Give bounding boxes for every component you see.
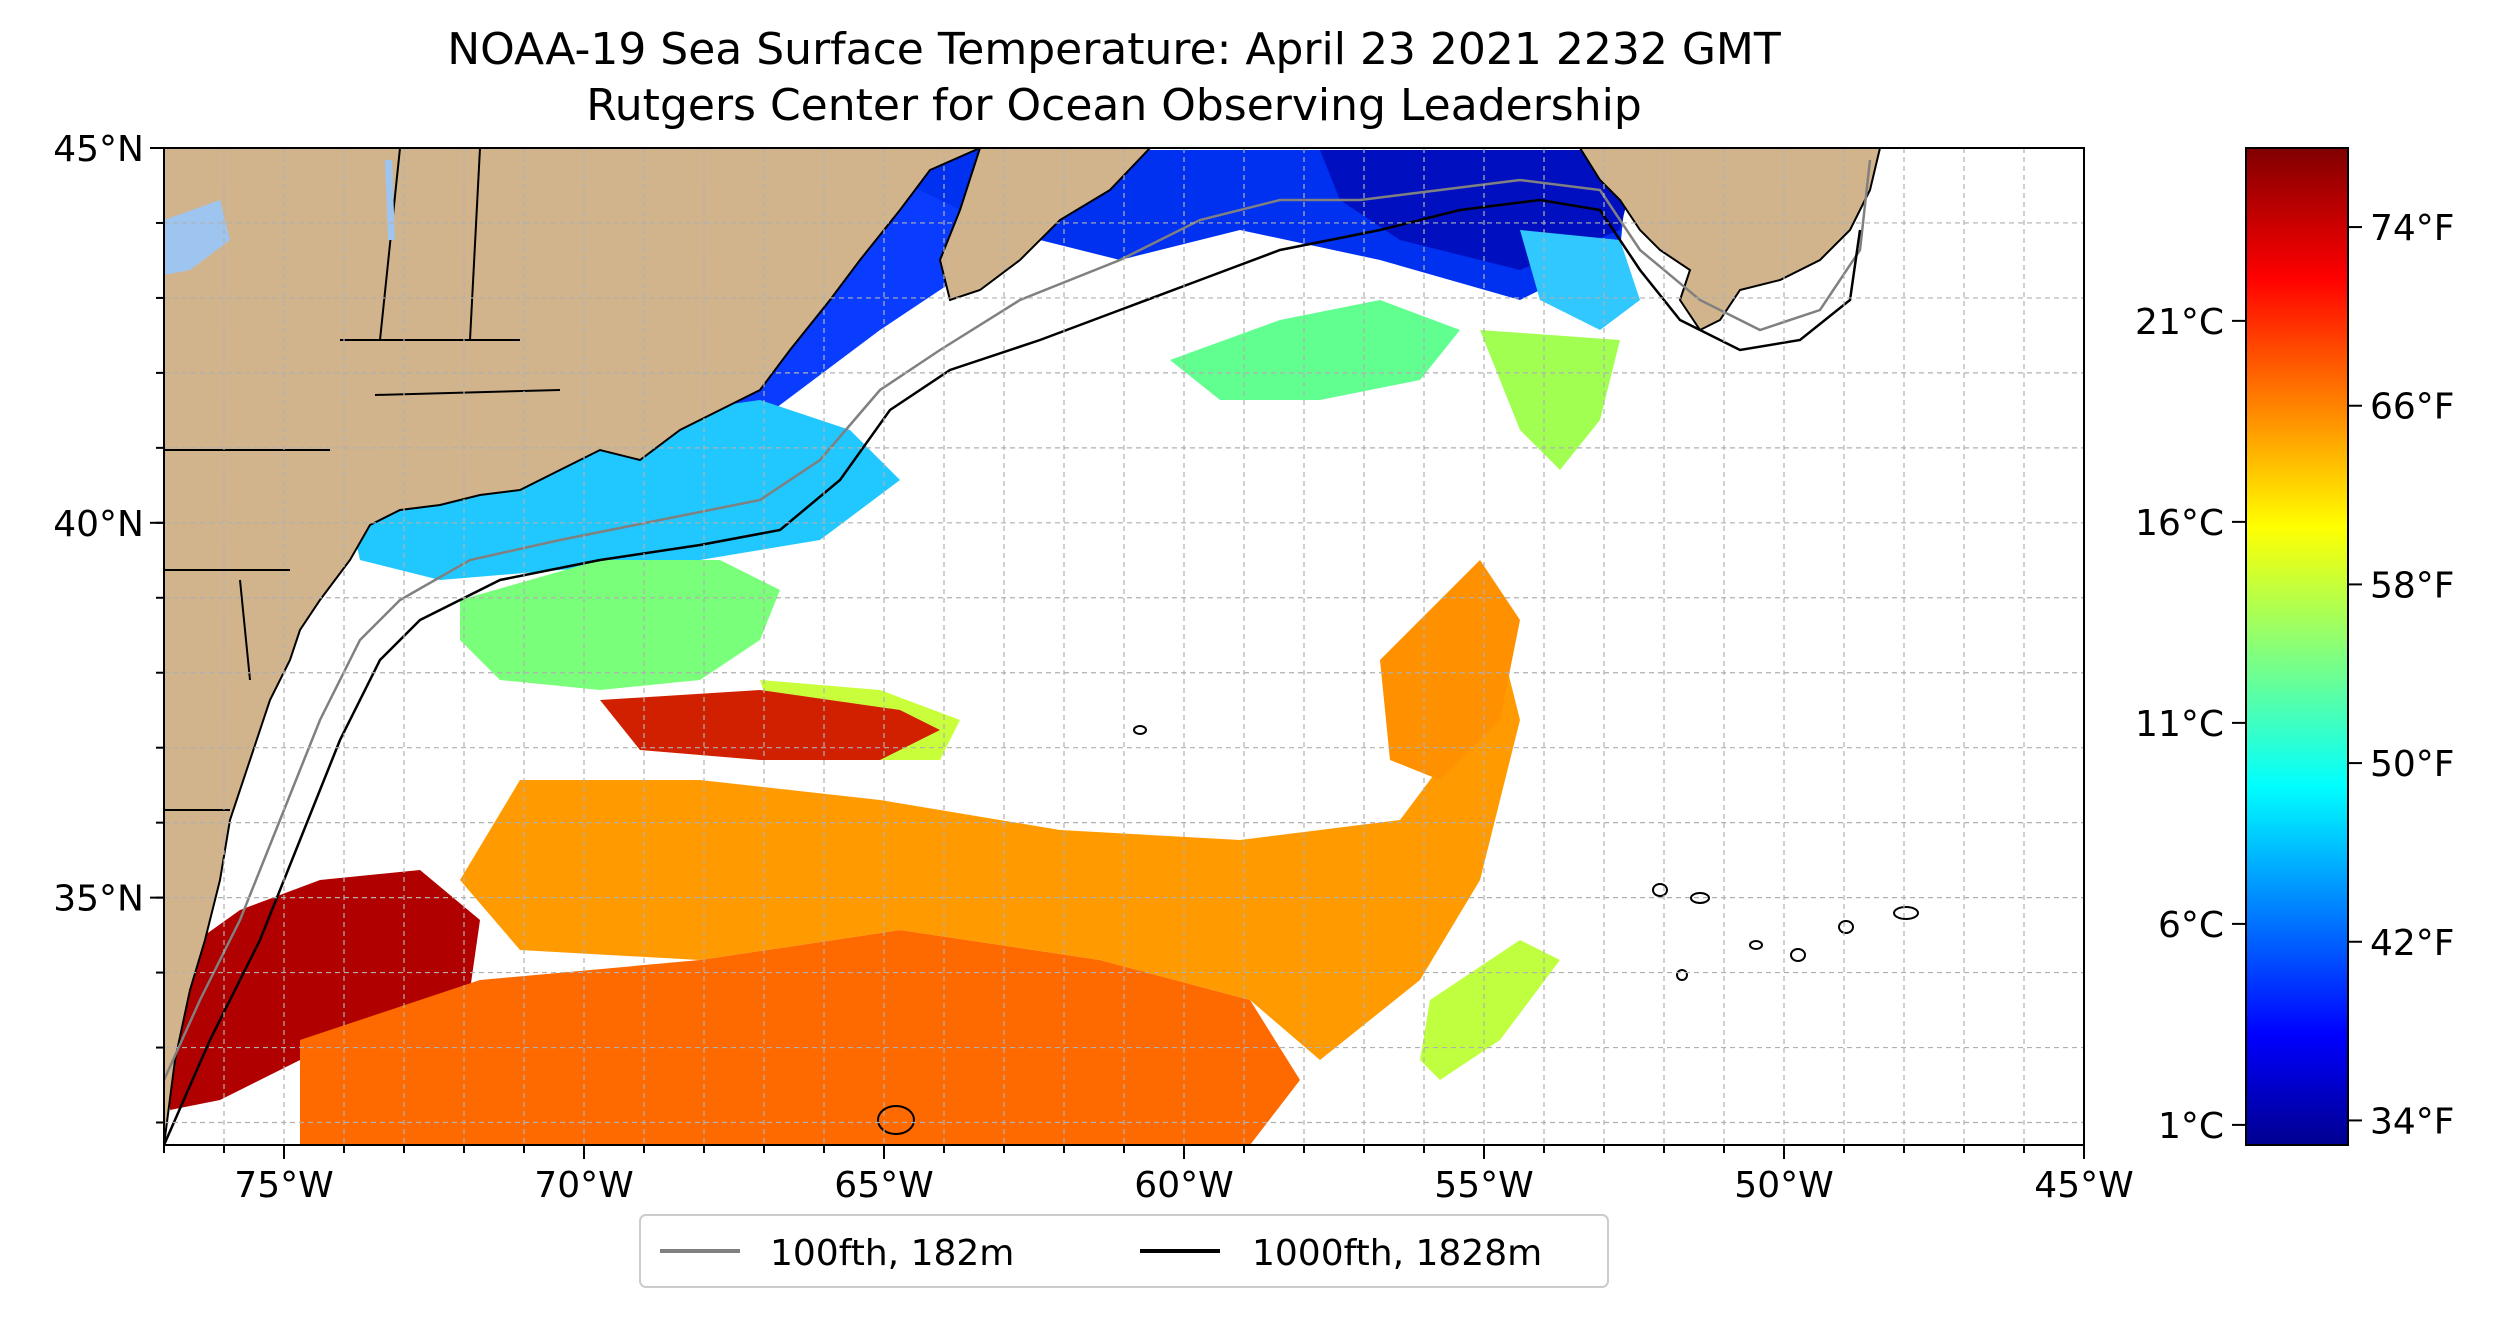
isobath-100fth [164, 159, 1872, 1081]
sst-patch-east-lime [1420, 940, 1560, 1080]
gridlines [164, 148, 2084, 1145]
border-maine [469, 148, 481, 341]
colorbar-celsius-label: 6°C [2158, 905, 2224, 946]
latitude-axis: 45°N 40°N 35°N [53, 129, 164, 1124]
state-borders [164, 148, 561, 811]
lat-tick-label: 45°N [53, 129, 144, 170]
seamount [1690, 892, 1710, 904]
lon-tick-label: 75°W [234, 1165, 333, 1206]
lon-tick-label: 70°W [534, 1165, 633, 1206]
lon-tick-label: 65°W [834, 1165, 933, 1206]
seamounts [877, 725, 1919, 1135]
lon-tick-label: 60°W [1134, 1165, 1233, 1206]
sst-patch-red-streak [600, 690, 940, 760]
legend-label-100fth: 100fth, 182m [770, 1233, 1014, 1274]
colorbar-gradient [2245, 147, 2349, 1146]
isobath-1000fth [164, 198, 1862, 1145]
map-panel [164, 148, 2084, 1145]
seamount [1133, 725, 1147, 735]
sst-patch-gulf-stream-core [170, 870, 480, 1110]
seamount-bermuda [877, 1105, 915, 1135]
lake-champlain [385, 160, 395, 240]
legend-label-1000fth: 1000fth, 1828m [1252, 1233, 1542, 1274]
colorbar-celsius-label: 11°C [2135, 704, 2224, 745]
sst-patch-central-orange [460, 640, 1520, 1060]
seamount [1652, 883, 1668, 897]
colorbar-fahrenheit-label: 50°F [2370, 744, 2455, 785]
lon-tick-label: 55°W [1434, 1165, 1533, 1206]
land-nova-scotia [938, 148, 1152, 302]
colorbar-fahrenheit-label: 42°F [2370, 923, 2455, 964]
longitude-axis: 75°W 70°W 65°W 60°W 55°W 50°W 45°W [163, 1145, 2134, 1206]
seamount [1676, 969, 1688, 981]
sst-patch-south-orange [300, 930, 1300, 1145]
sst-patch-north-cyan [1520, 230, 1640, 330]
lake-ontario-edge [164, 200, 230, 275]
sst-patch-east-green [1480, 330, 1620, 470]
lat-tick-label: 35°N [53, 879, 144, 920]
lon-tick-label: 45°W [2034, 1165, 2133, 1206]
sst-patch-north-green [1170, 300, 1460, 400]
lat-tick-label: 40°N [53, 504, 144, 545]
colorbar-fahrenheit-label: 74°F [2370, 208, 2455, 249]
colorbar-fahrenheit-label: 66°F [2370, 387, 2455, 428]
figure-title-line-1: NOAA-19 Sea Surface Temperature: April 2… [447, 24, 1781, 75]
lakes [164, 160, 395, 275]
isobath-legend: 100fth, 182m 1000fth, 1828m [639, 1214, 1609, 1288]
colorbar-fahrenheit-label: 58°F [2370, 565, 2455, 606]
sst-patch-east-orange [1380, 560, 1520, 780]
seamount [1838, 920, 1854, 934]
legend-box [639, 1214, 1609, 1288]
sst-patch-slope-green [460, 560, 780, 690]
figure-title-line-2: Rutgers Center for Ocean Observing Leade… [586, 80, 1642, 131]
border-massachusetts [374, 389, 561, 396]
border-vermont [379, 148, 401, 341]
seamount [1749, 940, 1763, 950]
colorbar-celsius-label: 16°C [2135, 503, 2224, 544]
land-north-america [164, 148, 981, 1145]
seamount [1790, 948, 1806, 962]
lon-tick-label: 50°W [1734, 1165, 1833, 1206]
colorbar-celsius-label: 21°C [2135, 302, 2224, 343]
colorbar-fahrenheit-label: 34°F [2370, 1101, 2455, 1142]
colorbar-fahrenheit-ticks: 34°F 42°F 50°F 58°F 66°F 74°F [2348, 208, 2455, 1142]
border-de [239, 579, 251, 681]
land-newfoundland [1578, 148, 1882, 332]
colorbar-celsius-ticks: 1°C 6°C 11°C 16°C 21°C [2135, 302, 2246, 1147]
colorbar-celsius-label: 1°C [2158, 1106, 2224, 1147]
colorbar: 1°C 6°C 11°C 16°C 21°C 34°F 42°F 50°F 58°F 66°F 7… [2135, 147, 2455, 1147]
seamount [1893, 906, 1919, 920]
land [164, 148, 1882, 1145]
